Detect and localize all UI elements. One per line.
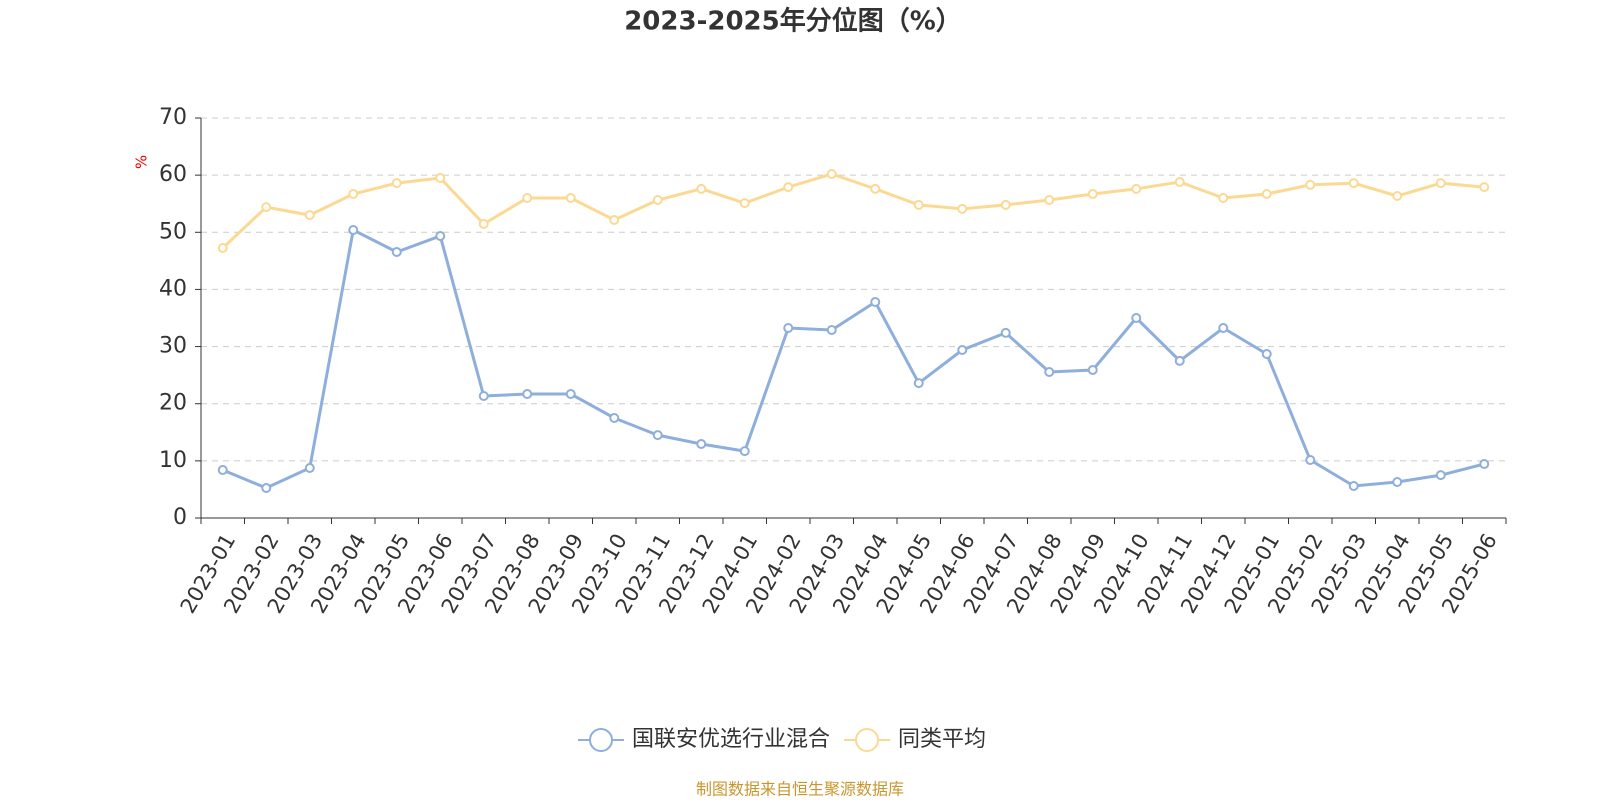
- data-point: [1218, 193, 1229, 203]
- data-point: [478, 391, 489, 401]
- series-line: [221, 172, 1485, 250]
- data-point: [304, 463, 315, 473]
- data-point: [957, 203, 968, 214]
- data-point: [1392, 477, 1403, 487]
- data-point: [783, 323, 794, 333]
- legend-label[interactable]: 同类平均: [898, 727, 986, 752]
- data-point: [696, 183, 707, 194]
- source-note: 制图数据来自恒生聚源数据库: [696, 780, 904, 799]
- data-point: [870, 183, 881, 194]
- legend-label[interactable]: 国联安优选行业混合: [632, 727, 830, 752]
- data-point: [913, 199, 924, 210]
- data-point: [261, 483, 272, 493]
- data-point: [739, 198, 750, 209]
- data-point: [1348, 178, 1359, 189]
- y-tick-label: 30: [159, 334, 187, 359]
- data-point: [652, 195, 663, 205]
- data-point: [1174, 177, 1185, 187]
- data-point: [1435, 470, 1446, 481]
- data-point: [1305, 455, 1316, 465]
- y-tick-label: 0: [173, 505, 187, 530]
- legend-marker[interactable]: [589, 728, 613, 752]
- data-point: [913, 378, 924, 389]
- data-point: [1044, 367, 1055, 377]
- data-point: [435, 173, 446, 183]
- data-point: [1479, 459, 1490, 469]
- data-point: [435, 231, 446, 241]
- data-point: [957, 345, 968, 355]
- data-point: [565, 389, 576, 399]
- data-point: [478, 219, 489, 229]
- y-tick-label: 20: [159, 391, 187, 416]
- data-point: [1044, 195, 1055, 205]
- y-axis-label: %: [133, 155, 151, 169]
- data-point: [870, 297, 881, 307]
- chart-title: 2023-2025年分位图（%）: [624, 6, 962, 37]
- data-point: [391, 178, 402, 189]
- data-point: [783, 182, 794, 193]
- data-point: [609, 215, 620, 225]
- data-point: [739, 446, 750, 457]
- data-point: [1261, 349, 1272, 359]
- data-point: [1261, 189, 1272, 199]
- data-point: [261, 202, 272, 213]
- data-point: [391, 247, 402, 257]
- data-point: [1131, 183, 1142, 194]
- series-line: [222, 227, 1485, 490]
- data-point: [652, 430, 663, 441]
- data-point: [1479, 182, 1490, 193]
- y-tick-label: 60: [159, 162, 187, 187]
- legend-marker[interactable]: [855, 728, 880, 752]
- data-point: [217, 243, 228, 253]
- y-tick-label: 50: [159, 219, 187, 244]
- data-point: [1000, 199, 1011, 210]
- data-point: [217, 465, 228, 475]
- data-point: [1435, 178, 1446, 189]
- y-tick-label: 10: [159, 448, 187, 473]
- data-point: [1218, 323, 1229, 333]
- data-point: [1087, 365, 1098, 375]
- data-point: [826, 325, 837, 335]
- y-tick-label: 70: [159, 105, 187, 130]
- data-point: [1348, 481, 1359, 491]
- data-point: [348, 189, 359, 199]
- data-point: [565, 193, 576, 203]
- data-point: [1392, 191, 1403, 201]
- data-point: [1000, 327, 1011, 338]
- data-point: [1131, 313, 1142, 323]
- data-point: [1174, 355, 1185, 366]
- data-point: [522, 193, 533, 203]
- data-point: [826, 169, 837, 179]
- data-point: [304, 210, 315, 221]
- data-point: [609, 413, 620, 423]
- data-point: [348, 225, 359, 235]
- data-point: [1305, 179, 1316, 190]
- data-point: [1087, 189, 1098, 199]
- data-point: [522, 389, 533, 399]
- y-tick-label: 40: [159, 276, 187, 301]
- data-point: [696, 439, 707, 449]
